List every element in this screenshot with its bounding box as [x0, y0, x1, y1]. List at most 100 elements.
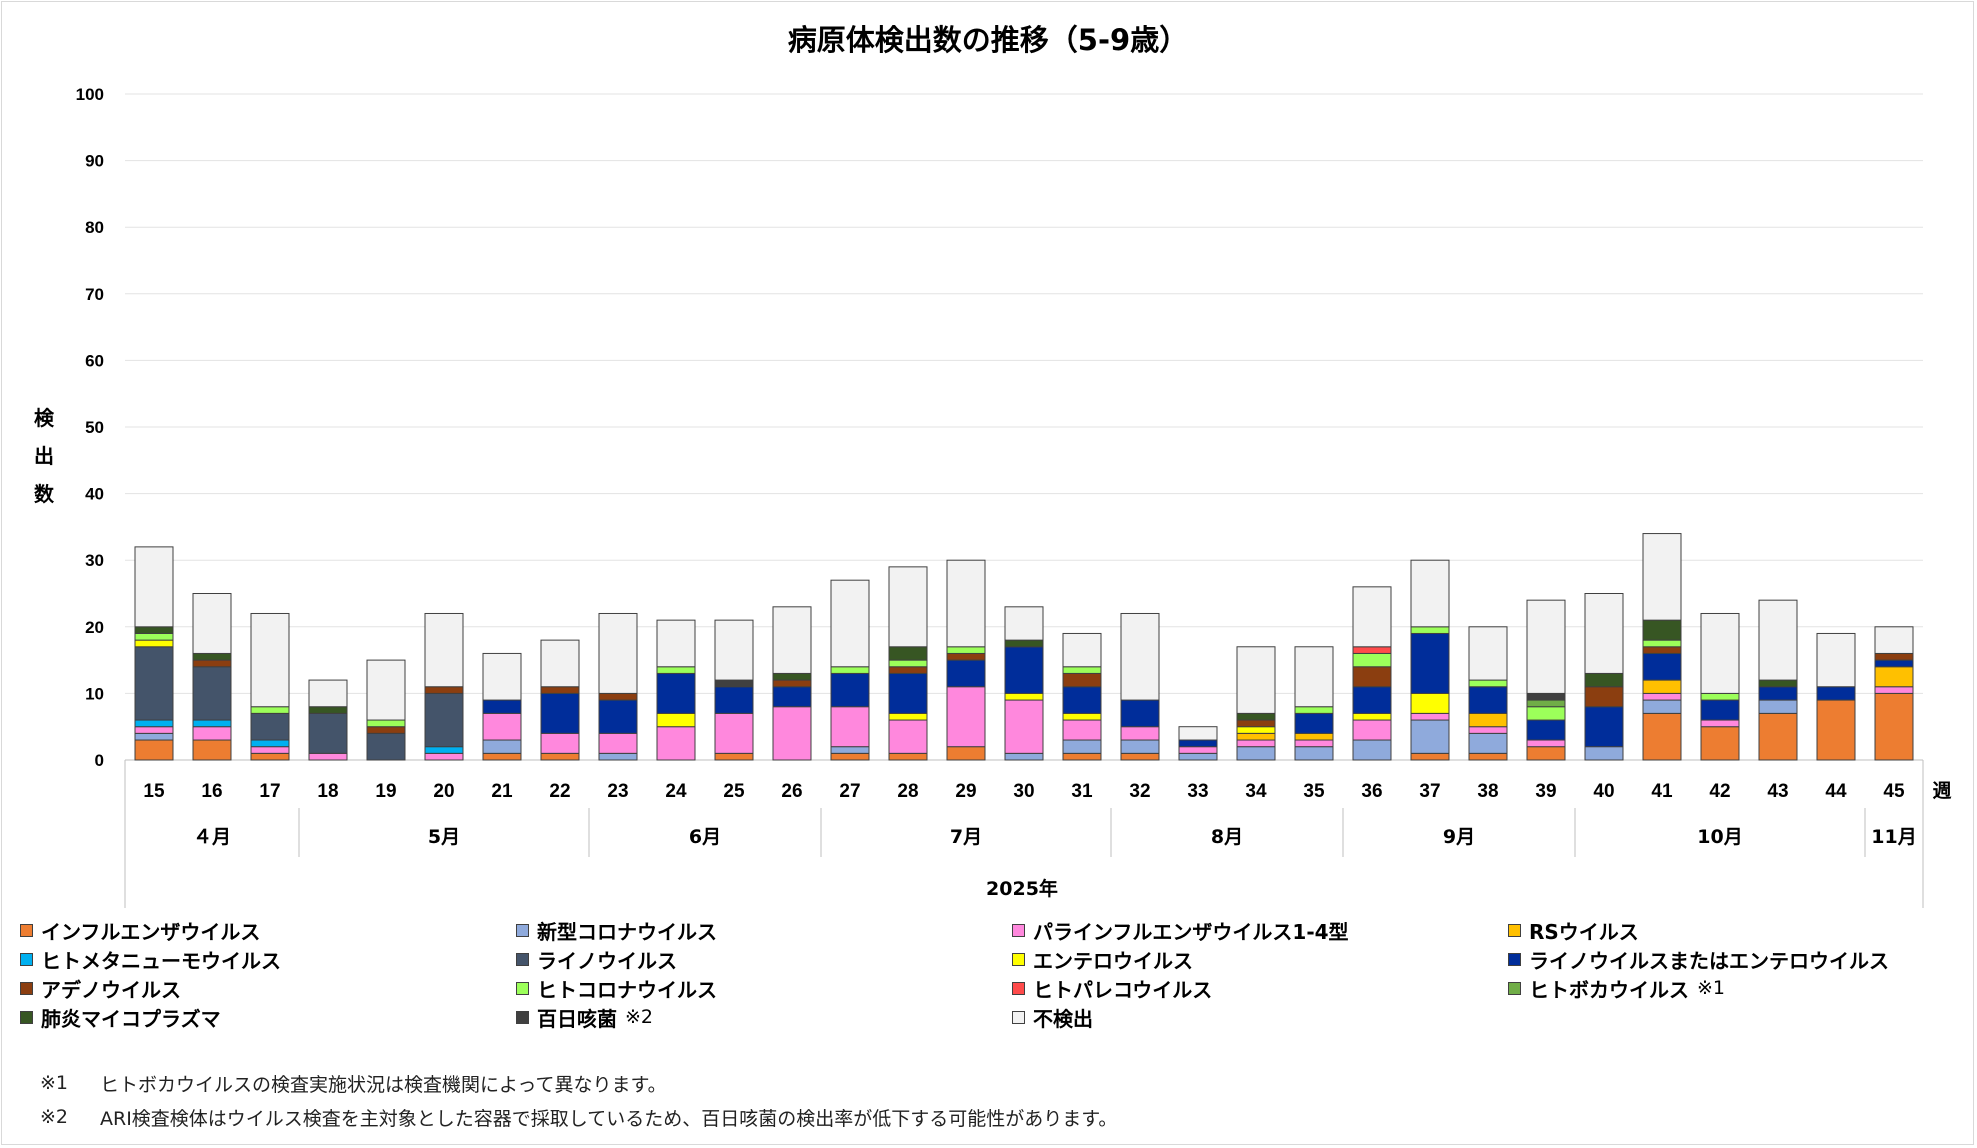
bar-segment	[1642, 652, 1682, 681]
bar-segment	[946, 646, 986, 654]
bar-segment	[1468, 732, 1508, 754]
bar-segment	[888, 672, 928, 714]
x-tick-label: 41	[1651, 781, 1673, 802]
bar-segment	[888, 666, 928, 674]
bar-segment	[1004, 699, 1044, 754]
legend-label: 百日咳菌	[537, 1006, 617, 1031]
legend-label: ヒトボカウイルス	[1529, 977, 1689, 1002]
legend-label: エンテロウイルス	[1033, 948, 1193, 973]
bar-segment	[1642, 533, 1682, 621]
bar-segment	[830, 666, 870, 674]
month-label: ４月	[193, 826, 231, 848]
x-tick-label: 42	[1709, 781, 1730, 802]
bar-segment	[1178, 746, 1218, 754]
bar-segment	[1700, 719, 1740, 728]
bar-segment	[1468, 752, 1508, 761]
legend-label: ライノウイルスまたはエンテロウイルス	[1529, 948, 1889, 973]
bar-segment	[366, 659, 406, 721]
footnote: ※1 ヒトボカウイルスの検査実施状況は検査機関によって異なります。	[40, 1066, 1940, 1100]
bar-segment	[1874, 692, 1914, 761]
bar-segment	[1294, 712, 1334, 734]
bar-segment	[134, 546, 174, 628]
bar-segment	[250, 712, 290, 741]
legend-label: ヒトメタニューモウイルス	[41, 948, 281, 973]
bar-segment	[1004, 606, 1044, 641]
bar-segment	[134, 726, 174, 734]
bar-segment	[1584, 706, 1624, 748]
bar-segment	[656, 726, 696, 761]
bar-segment	[1816, 686, 1856, 701]
bar-segment	[482, 652, 522, 701]
y-tick-label: 70	[85, 285, 104, 304]
y-axis-ticks: 0 10 20 30 40 50 60 70 80 90 100	[76, 85, 104, 770]
legend-swatch	[1012, 952, 1025, 966]
legend-swatch	[20, 981, 33, 995]
bar-segment	[888, 712, 928, 721]
bar-segment	[772, 679, 812, 688]
bar-segment	[540, 752, 580, 761]
bar-segment	[1120, 739, 1160, 754]
bar-segment	[946, 559, 986, 648]
bar-segment	[1236, 732, 1276, 741]
bar-segment	[424, 612, 464, 688]
bar-segment	[1874, 626, 1914, 654]
bar-segment	[424, 752, 464, 761]
bar-segment	[1004, 752, 1044, 761]
bar-segment	[1642, 679, 1682, 694]
bar-segment	[1410, 692, 1450, 714]
x-tick-label: 45	[1883, 781, 1905, 802]
bar-segment	[1352, 652, 1392, 668]
legend-swatch	[516, 923, 529, 937]
bar-segment	[1062, 739, 1102, 754]
x-tick-label: 36	[1361, 781, 1382, 802]
bar-segment	[366, 732, 406, 761]
legend-item: エンテロウイルス	[1012, 945, 1193, 973]
bar-segment	[1352, 739, 1392, 761]
bar-segment	[482, 699, 522, 714]
x-tick-label: 32	[1129, 781, 1150, 802]
bar-segment	[1062, 632, 1102, 668]
bar-segment	[1874, 652, 1914, 661]
x-tick-label: 38	[1477, 781, 1498, 802]
legend-swatch	[516, 952, 529, 966]
bar-segment	[308, 679, 348, 708]
bar-segment	[1294, 739, 1334, 748]
legend-label: 不検出	[1033, 1006, 1093, 1031]
bar-segment	[1700, 726, 1740, 761]
bar-segment	[192, 666, 232, 721]
bar-segment	[192, 719, 232, 728]
bar-segment	[1352, 712, 1392, 721]
month-label: 10月	[1697, 826, 1742, 848]
bar-segment	[134, 732, 174, 741]
bar-segment	[1526, 719, 1566, 741]
legend-swatch	[516, 1010, 529, 1024]
month-label: 7月	[950, 826, 982, 848]
bar-segment	[830, 672, 870, 708]
bar-segment	[656, 666, 696, 674]
bar-segment	[250, 746, 290, 754]
bar-segment	[366, 719, 406, 728]
bar-segment	[366, 726, 406, 734]
bar-segment	[1526, 599, 1566, 694]
footnote-mark: ※1	[40, 1072, 69, 1094]
bar-segment	[1236, 726, 1276, 734]
bar-segment	[540, 639, 580, 688]
bar-segment	[1584, 672, 1624, 688]
bar-segment	[1352, 719, 1392, 741]
bar-segment	[1700, 612, 1740, 694]
bar-segment	[1642, 692, 1682, 701]
bar-segment	[1584, 593, 1624, 674]
bar-segment	[1062, 666, 1102, 674]
y-tick-label: 50	[85, 418, 104, 437]
legend-swatch	[1508, 981, 1521, 995]
bar-segment	[656, 672, 696, 714]
y-tick-label: 0	[95, 751, 104, 770]
bar-segment	[1004, 639, 1044, 648]
x-tick-label: 17	[259, 781, 280, 802]
bar-segment	[1642, 712, 1682, 761]
bar-segment	[250, 612, 290, 708]
bar-segment	[192, 652, 232, 661]
bar-segment	[772, 706, 812, 761]
y-tick-label: 30	[85, 551, 104, 570]
